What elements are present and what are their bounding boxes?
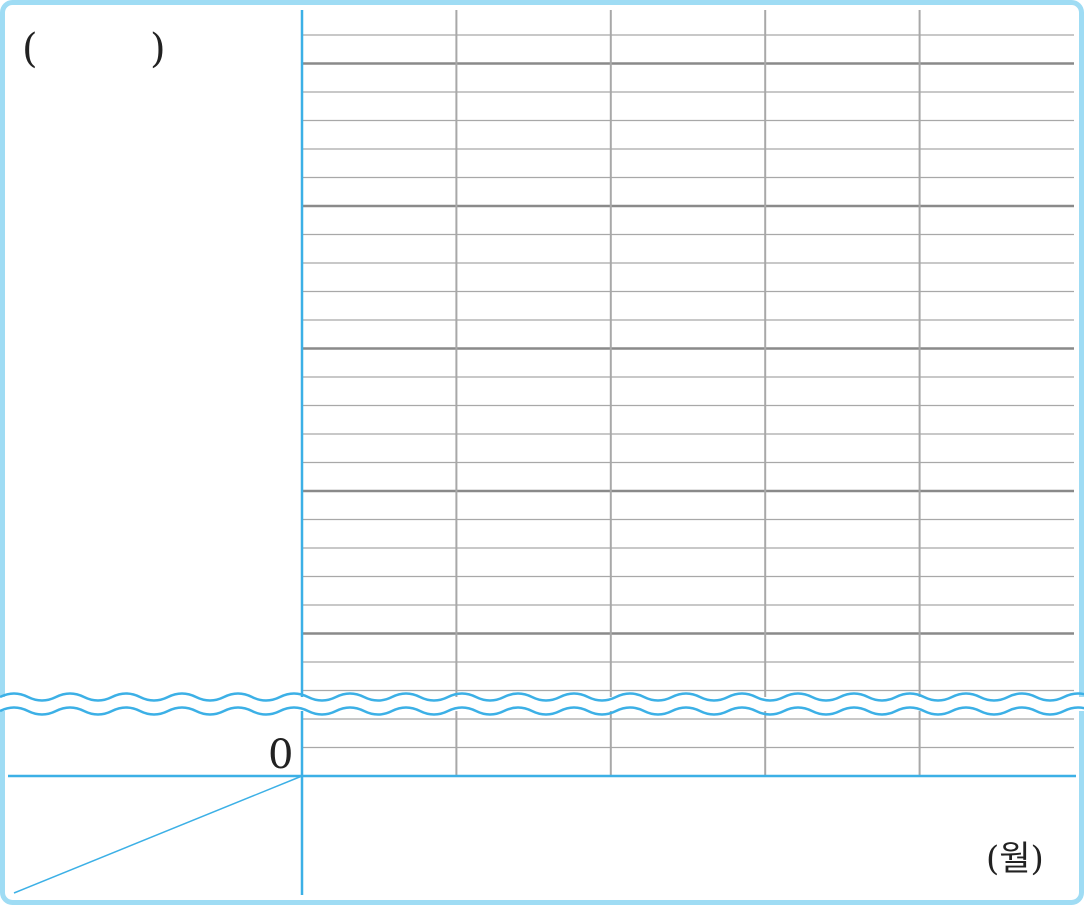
y-unit-paren-open: ( [22, 26, 38, 72]
axis-break-mark [0, 692, 1084, 716]
grid [302, 10, 1074, 776]
corner-diagonal [13, 775, 303, 894]
y-unit-paren-close: ) [150, 26, 166, 72]
x-axis-label: (월) [986, 839, 1044, 879]
break-wave-lower [0, 706, 1084, 716]
origin-label: 0 [268, 732, 293, 778]
break-wave-upper [0, 692, 1084, 702]
